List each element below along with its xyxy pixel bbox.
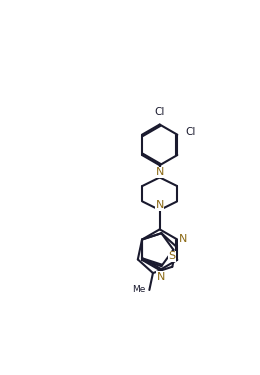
Text: N: N bbox=[155, 167, 164, 177]
Text: N: N bbox=[157, 272, 165, 282]
Text: N: N bbox=[179, 234, 187, 244]
Text: S: S bbox=[168, 252, 176, 261]
Text: Cl: Cl bbox=[185, 127, 196, 137]
Text: N: N bbox=[155, 200, 164, 210]
Text: Cl: Cl bbox=[154, 107, 165, 117]
Text: Me: Me bbox=[133, 285, 146, 294]
